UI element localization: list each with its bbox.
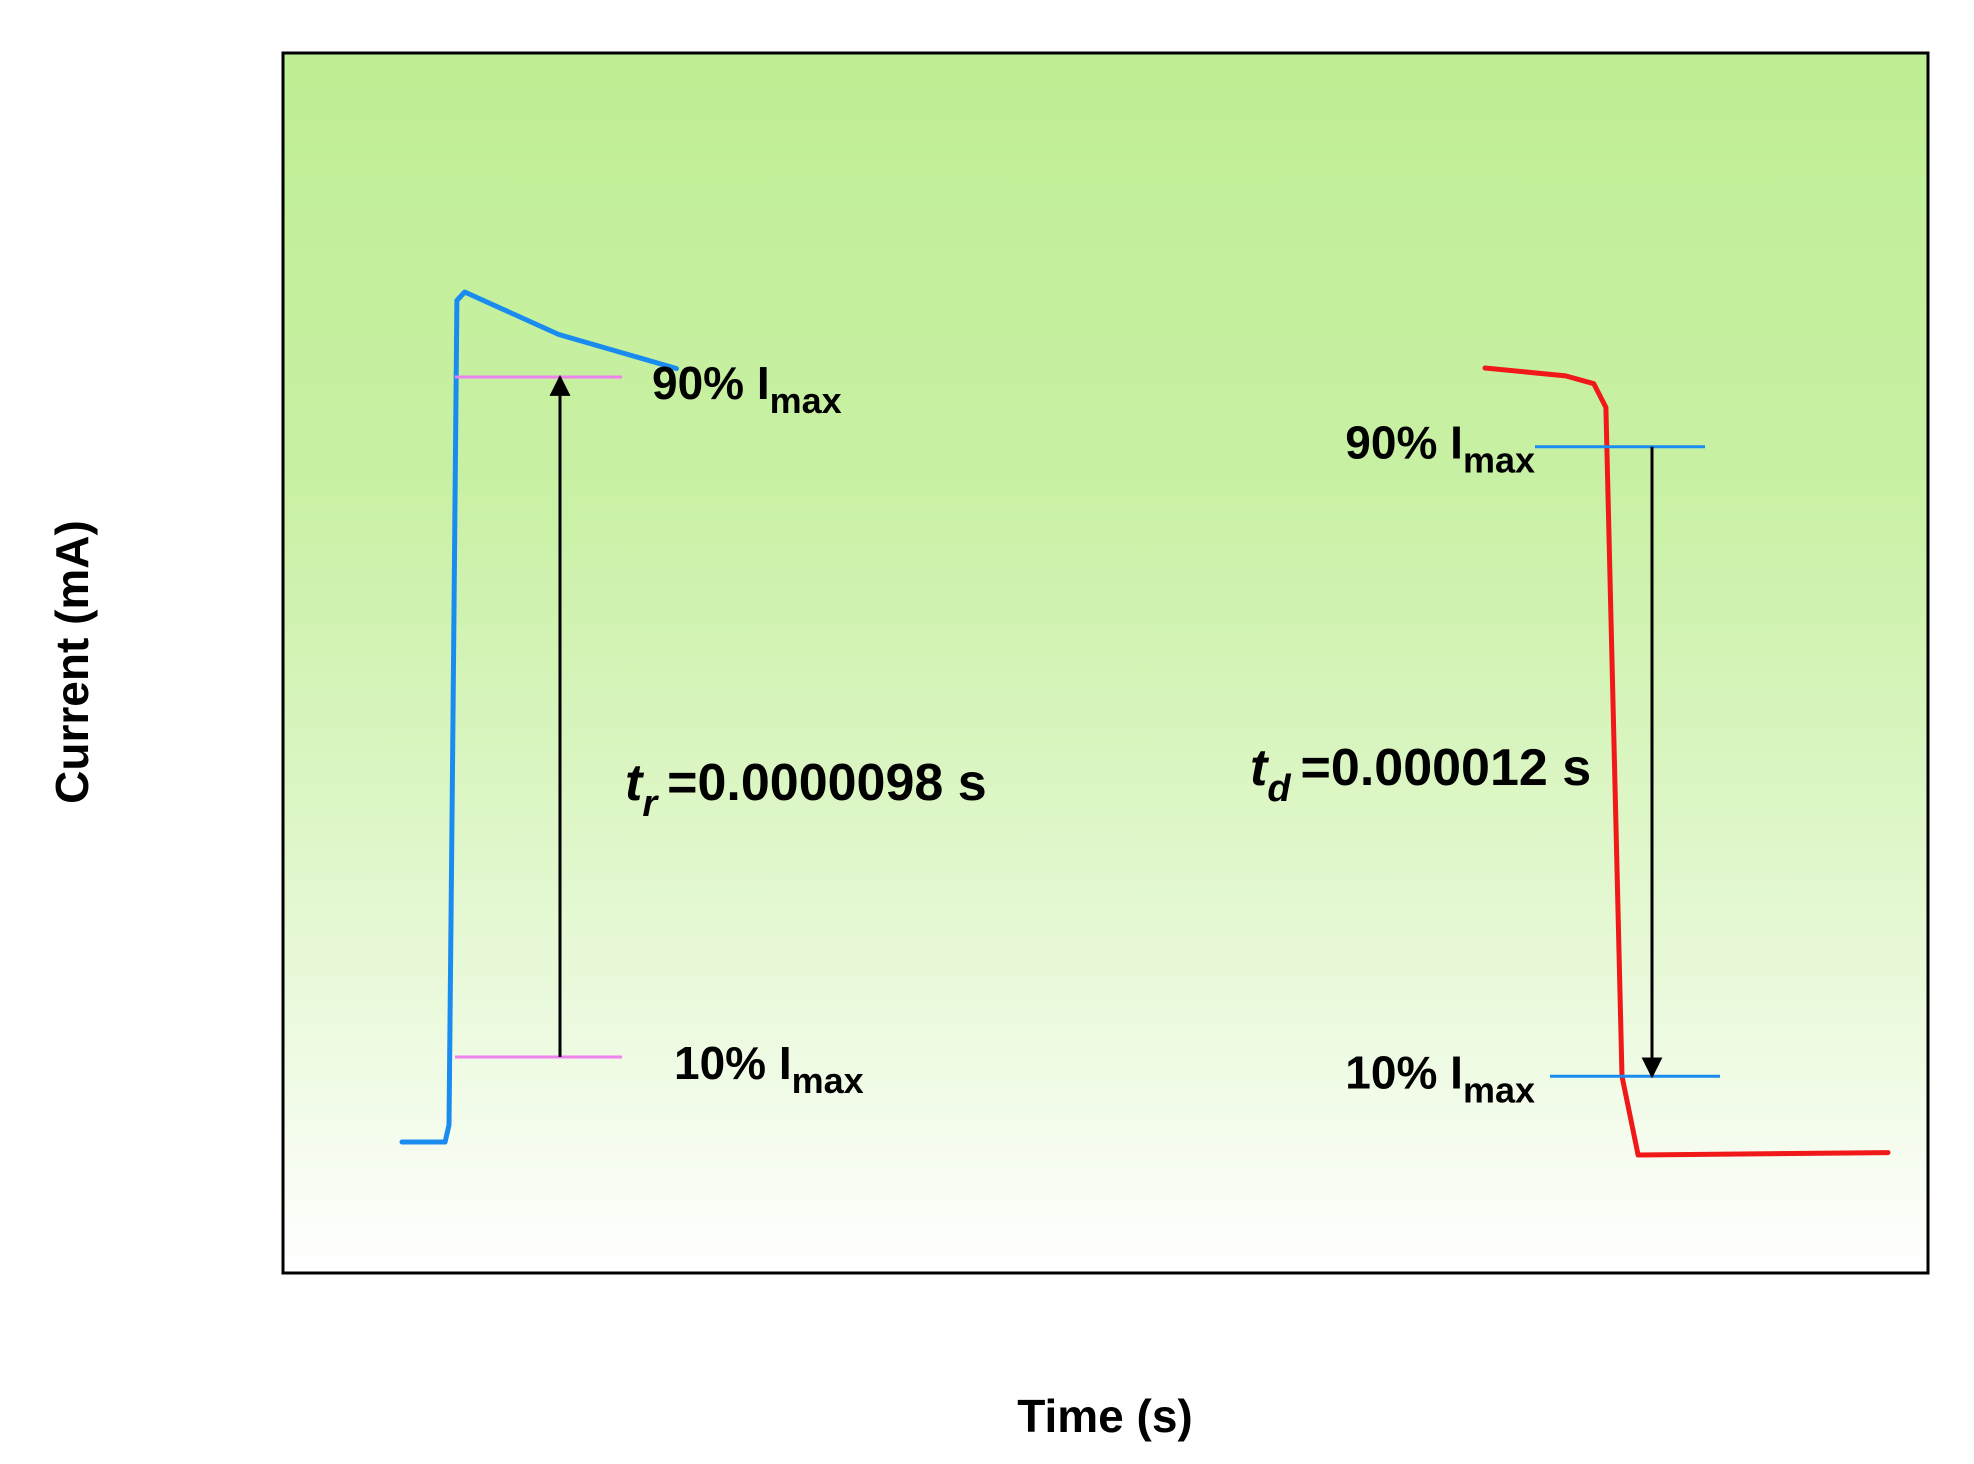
x-axis-title: Time (s) <box>1017 1390 1193 1442</box>
decay-time-annotation: td =0.000012 s <box>1250 739 1591 810</box>
rise-time-annotation: tr =0.0000098 s <box>625 754 987 825</box>
decay-marker-label-90: 90% Imax <box>1345 417 1535 481</box>
decay-series-line <box>1482 365 1891 1158</box>
plot-area-background <box>283 53 1928 1273</box>
rise-marker-label-10: 10% Imax <box>674 1037 864 1101</box>
decay-marker-label-10: 10% Imax <box>1345 1046 1535 1110</box>
rise-series-line <box>399 289 679 1145</box>
rise-marker-label-90: 90% Imax <box>652 357 842 421</box>
y-axis-title: Current (mA) <box>46 520 98 804</box>
plot-frame <box>281 51 1930 1275</box>
